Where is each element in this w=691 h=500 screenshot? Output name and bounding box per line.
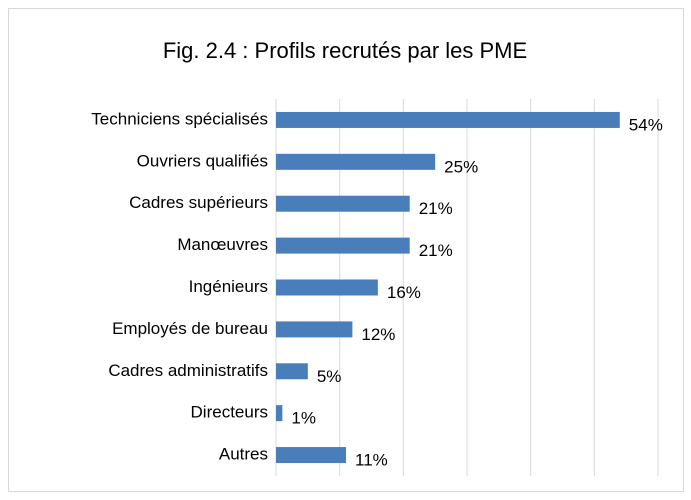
- bar: [276, 447, 347, 464]
- bar: [276, 321, 353, 338]
- y-tick-label: Directeurs: [191, 403, 268, 422]
- bar: [276, 363, 308, 380]
- y-tick-label: Techniciens spécialisés: [91, 109, 268, 128]
- data-label: 1%: [291, 409, 316, 428]
- data-label: 21%: [419, 199, 453, 218]
- data-label: 25%: [444, 157, 478, 176]
- y-tick-label: Cadres supérieurs: [129, 193, 268, 212]
- bar: [276, 237, 410, 254]
- y-tick-label: Autres: [219, 445, 268, 464]
- data-label: 21%: [419, 241, 453, 260]
- data-label: 11%: [355, 451, 388, 470]
- bar: [276, 405, 283, 422]
- bar: [276, 195, 410, 212]
- data-label: 5%: [317, 367, 342, 386]
- bar: [276, 279, 378, 296]
- y-tick-label: Ouvriers qualifiés: [137, 151, 268, 170]
- y-tick-label: Manœuvres: [177, 235, 268, 254]
- y-tick-label: Ingénieurs: [189, 277, 268, 296]
- chart-title: Fig. 2.4 : Profils recrutés par les PME: [163, 38, 527, 63]
- y-tick-label: Cadres administratifs: [108, 361, 268, 380]
- data-label: 54%: [629, 115, 663, 134]
- data-label: 16%: [387, 283, 421, 302]
- bar: [276, 111, 620, 128]
- data-label: 12%: [361, 325, 395, 344]
- y-tick-label: Employés de bureau: [112, 319, 268, 338]
- bar: [276, 153, 436, 170]
